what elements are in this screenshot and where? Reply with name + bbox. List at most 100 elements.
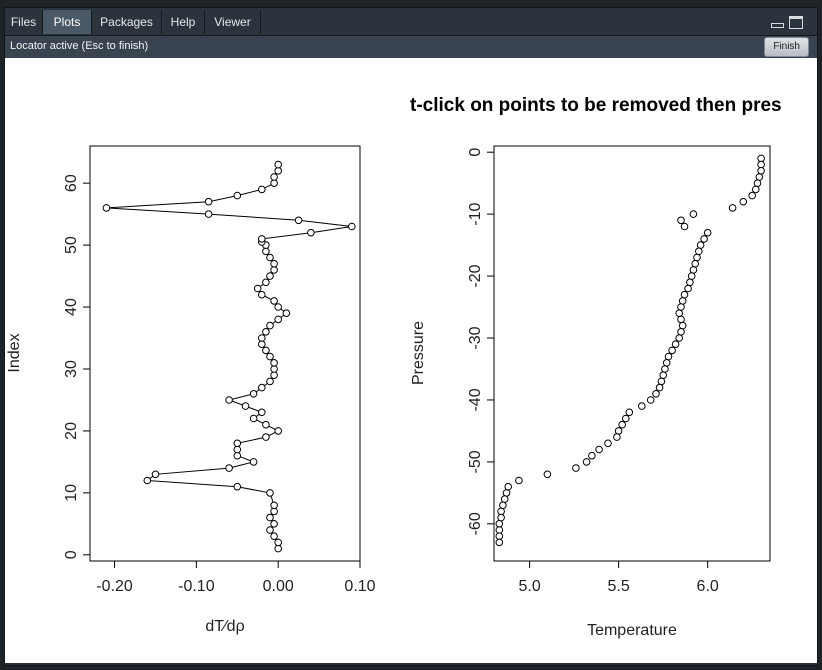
data-point: [270, 371, 278, 380]
y-tick-label: -20: [467, 264, 484, 287]
finish-button[interactable]: Finish: [764, 37, 809, 57]
data-point: [266, 321, 274, 330]
tab-plots[interactable]: Plots: [43, 10, 92, 34]
data-point: [262, 433, 270, 441]
y-tick-label: 20: [63, 422, 80, 440]
data-point: [495, 532, 504, 541]
data-point: [270, 532, 278, 541]
data-point: [502, 489, 511, 497]
data-point: [752, 185, 760, 194]
data-point: [274, 538, 283, 547]
data-point: [671, 340, 680, 349]
data-point: [204, 197, 213, 206]
data-point: [675, 334, 684, 342]
data-point: [249, 458, 258, 466]
y-tick-label: -10: [467, 202, 484, 225]
data-point: [757, 160, 765, 169]
plots-pane: Files Plots Packages Help Viewer Locator…: [4, 7, 818, 666]
data-point: [204, 210, 213, 218]
y-tick-label: 50: [63, 236, 80, 254]
data-point: [257, 235, 266, 243]
y-tick-label: 60: [63, 174, 80, 192]
x-tick-label: 5.5: [608, 578, 630, 595]
data-point: [270, 520, 278, 528]
data-point: [661, 365, 669, 373]
data-point: [638, 402, 646, 410]
data-point: [266, 526, 274, 534]
data-point: [266, 377, 274, 386]
y-tick-label: 0: [467, 148, 484, 157]
plot-canvas[interactable]: t-click on points to be removed then pre…: [5, 58, 817, 663]
data-point: [678, 321, 687, 330]
data-point: [703, 228, 712, 237]
series-line: [106, 164, 352, 549]
data-point: [646, 396, 655, 404]
data-point: [270, 365, 278, 373]
data-point: [257, 408, 266, 417]
x-tick-label: 6.0: [697, 578, 719, 595]
plot-title: t-click on points to be removed then pre…: [410, 95, 782, 116]
tab-help[interactable]: Help: [162, 10, 205, 34]
data-point: [233, 439, 242, 448]
data-point: [266, 513, 274, 522]
data-point: [257, 334, 266, 342]
data-point: [233, 451, 242, 460]
plot-svg[interactable]: t-click on points to be removed then pre…: [5, 58, 817, 663]
data-point: [102, 204, 111, 212]
y-tick-label: -40: [467, 388, 484, 411]
data-point: [686, 278, 694, 287]
tab-packages[interactable]: Packages: [92, 10, 162, 34]
data-point: [270, 297, 278, 305]
data-point: [614, 427, 623, 435]
data-point: [655, 383, 664, 392]
tab-viewer[interactable]: Viewer: [205, 10, 261, 34]
data-point: [348, 222, 356, 231]
data-point: [495, 538, 504, 547]
data-point: [500, 495, 509, 503]
x-axis-label: Temperature: [587, 622, 677, 639]
data-point: [753, 179, 762, 187]
data-point: [274, 427, 283, 435]
data-point: [543, 470, 552, 479]
data-point: [270, 359, 278, 367]
data-point: [262, 247, 270, 256]
data-point: [257, 185, 266, 194]
maximize-icon[interactable]: [789, 16, 803, 29]
data-point: [282, 309, 291, 317]
data-point: [755, 173, 764, 181]
chart-temperature-vs-pressure: 5.0 5.5 6.0 0 -10 -20 -30 -40 -50 -60 Temperature P…: [410, 145, 771, 639]
minimize-icon[interactable]: [771, 23, 784, 28]
locator-toolbar: Locator active (Esc to finish) Finish: [5, 36, 817, 58]
x-axis-label: dT∕dρ: [205, 618, 244, 635]
data-point: [675, 309, 684, 317]
x-tick-label: -0.20: [96, 578, 133, 595]
data-point: [680, 290, 689, 299]
data-point: [270, 259, 278, 268]
locator-status-text: Locator active (Esc to finish): [10, 40, 149, 52]
data-point: [497, 513, 505, 522]
data-point: [695, 247, 703, 256]
data-point: [233, 445, 242, 454]
data-point: [689, 210, 698, 218]
data-point: [262, 278, 270, 287]
data-point: [739, 197, 748, 206]
data-point: [678, 297, 687, 305]
data-point: [652, 390, 660, 398]
data-point: [257, 383, 266, 392]
data-point: [307, 228, 315, 237]
y-tick-label: -60: [467, 512, 484, 535]
data-point: [294, 216, 303, 225]
data-point: [266, 352, 274, 361]
y-tick-label: -30: [467, 326, 484, 349]
data-point: [266, 253, 274, 262]
data-point: [266, 272, 274, 280]
chart-dT-drho-vs-index: -0.20 -0.10 0.00 0.10 0 10 20 30 40 50 60 dT∕dρ Inde…: [6, 145, 376, 635]
data-point: [572, 464, 580, 472]
tab-files[interactable]: Files: [5, 10, 43, 34]
data-point: [693, 253, 701, 262]
data-point: [504, 482, 513, 491]
data-point: [151, 470, 160, 479]
data-point: [757, 167, 765, 175]
data-point: [270, 179, 278, 187]
data-point: [604, 439, 612, 448]
